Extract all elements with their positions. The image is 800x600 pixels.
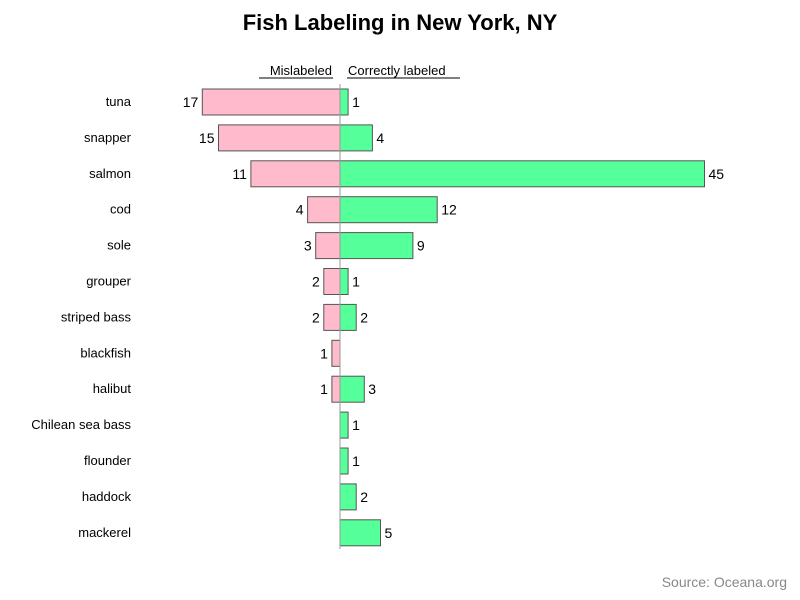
value-label-correctly-labeled-mackerel: 5 <box>385 525 393 541</box>
value-label-correctly-labeled-halibut: 3 <box>368 381 376 397</box>
value-label-correctly-labeled-tuna: 1 <box>352 94 360 110</box>
value-label-mislabeled-grouper: 2 <box>312 274 320 290</box>
bar-mislabeled-snapper <box>218 124 341 152</box>
category-label-sole: sole <box>107 238 131 253</box>
category-label-flounder: flounder <box>84 453 132 468</box>
value-label-correctly-labeled-grouper: 1 <box>352 274 360 290</box>
bar-correctly-labeled-salmon <box>339 160 705 188</box>
value-label-correctly-labeled-striped-bass: 2 <box>360 309 368 325</box>
value-label-correctly-labeled-haddock: 2 <box>360 489 368 505</box>
bar-correctly-labeled-tuna <box>339 88 349 116</box>
category-label-tuna: tuna <box>106 94 132 109</box>
legend-correctly-labeled: Correctly labeled <box>348 63 446 78</box>
bar-correctly-labeled-striped-bass <box>339 303 357 331</box>
bar-correctly-labeled-snapper <box>339 124 373 152</box>
bar-correctly-labeled-chilean-sea-bass <box>339 411 349 439</box>
value-label-mislabeled-sole: 3 <box>304 238 312 254</box>
value-label-correctly-labeled-sole: 9 <box>417 238 425 254</box>
bar-mislabeled-cod <box>307 196 341 224</box>
bar-correctly-labeled-mackerel <box>339 519 381 547</box>
bar-correctly-labeled-haddock <box>339 483 357 511</box>
bar-correctly-labeled-flounder <box>339 447 349 475</box>
value-label-mislabeled-salmon: 11 <box>232 166 247 182</box>
category-label-striped-bass: striped bass <box>61 309 132 324</box>
value-label-correctly-labeled-salmon: 45 <box>709 166 725 182</box>
bar-correctly-labeled-sole <box>339 232 414 260</box>
value-label-mislabeled-cod: 4 <box>296 202 304 218</box>
value-label-mislabeled-striped-bass: 2 <box>312 309 320 325</box>
bar-mislabeled-halibut <box>331 375 341 403</box>
value-label-mislabeled-halibut: 1 <box>320 381 328 397</box>
value-label-correctly-labeled-flounder: 1 <box>352 453 360 469</box>
category-label-cod: cod <box>110 202 131 217</box>
category-label-grouper: grouper <box>86 274 131 289</box>
value-label-mislabeled-tuna: 17 <box>183 94 199 110</box>
legend-mislabeled: Mislabeled <box>270 63 332 78</box>
category-label-blackfish: blackfish <box>80 345 131 360</box>
source-note: Source: Oceana.org <box>662 574 787 590</box>
bar-mislabeled-sole <box>315 232 341 260</box>
bar-mislabeled-grouper <box>323 268 341 295</box>
chart-title: Fish Labeling in New York, NY <box>243 10 558 35</box>
value-label-mislabeled-snapper: 15 <box>199 130 215 146</box>
category-label-chilean-sea-bass: Chilean sea bass <box>31 417 131 432</box>
category-label-snapper: snapper <box>84 130 132 145</box>
value-label-correctly-labeled-snapper: 4 <box>376 130 384 146</box>
category-label-halibut: halibut <box>93 381 132 396</box>
bar-correctly-labeled-halibut <box>339 375 365 403</box>
bar-mislabeled-blackfish <box>331 339 341 367</box>
bar-correctly-labeled-grouper <box>339 268 349 295</box>
value-label-correctly-labeled-chilean-sea-bass: 1 <box>352 417 360 433</box>
category-label-salmon: salmon <box>89 166 131 181</box>
value-label-correctly-labeled-cod: 12 <box>441 202 457 218</box>
value-label-mislabeled-blackfish: 1 <box>320 345 328 361</box>
category-label-mackerel: mackerel <box>78 525 131 540</box>
category-label-haddock: haddock <box>82 489 132 504</box>
bar-mislabeled-salmon <box>250 160 341 188</box>
bar-mislabeled-striped-bass <box>323 303 341 331</box>
bar-correctly-labeled-cod <box>339 196 438 224</box>
bar-mislabeled-tuna <box>201 88 341 116</box>
